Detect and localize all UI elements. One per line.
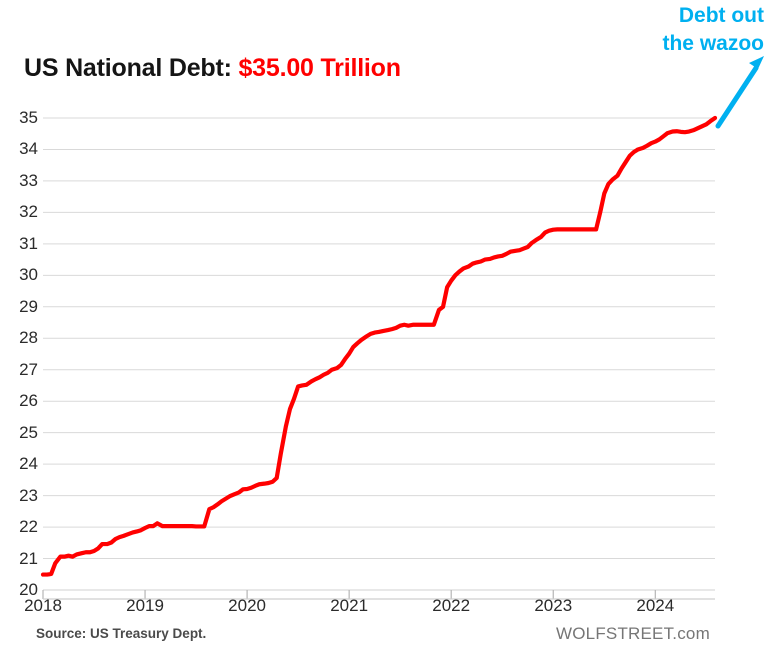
y-axis-tick-label: 31 — [19, 233, 38, 253]
brand-watermark: WOLFSTREET.com — [556, 624, 710, 643]
x-axis-tick-label: 2023 — [534, 596, 573, 615]
y-axis-tick-label: 34 — [19, 139, 38, 159]
up-right-arrow-icon — [715, 56, 764, 129]
x-axis-tick-label: 2020 — [228, 596, 267, 615]
debt-line-series — [40, 115, 718, 577]
x-axis-tick-label: 2021 — [330, 596, 369, 615]
y-axis-tick-label: 25 — [19, 422, 38, 442]
y-axis-tick-labels: 20 21 22 23 24 25 26 27 28 29 30 31 32 33 34 35 — [0, 0, 38, 655]
y-axis-tick-label: 28 — [19, 328, 38, 348]
y-axis-tick-label: 20 — [19, 580, 38, 599]
y-axis-tick-label: 21 — [19, 548, 38, 568]
y-axis-tick-label: 35 — [19, 108, 38, 127]
chart-title-value: $35.00 Trillion — [238, 54, 401, 82]
x-axis-tick-label: 2024 — [636, 596, 675, 615]
y-axis-tick-label: 27 — [19, 359, 38, 379]
y-axis-tick-label: 33 — [19, 170, 38, 190]
y-axis-tick-label: 22 — [19, 517, 38, 537]
annotation-debt-out-the-wazoo: Debt out the wazoo — [662, 4, 764, 55]
chart-title: US National Debt: $35.00 Trillion — [24, 54, 401, 83]
chart-title-label: US National Debt: — [24, 54, 239, 82]
y-axis-tick-label: 23 — [19, 485, 38, 505]
x-axis-tick-label: 2018 — [24, 596, 62, 615]
y-axis-tick-label: 32 — [19, 202, 38, 222]
x-axis-tick-label: 2022 — [432, 596, 471, 615]
x-axis-tick-label: 2019 — [126, 596, 164, 615]
source-note: Source: US Treasury Dept. — [36, 626, 207, 641]
y-axis-tick-label: 26 — [19, 391, 38, 411]
y-axis-tick-label: 30 — [19, 265, 38, 285]
gridlines — [43, 117, 715, 591]
y-axis-tick-label: 24 — [19, 454, 38, 474]
y-axis-tick-label: 29 — [19, 296, 38, 316]
axis-tick-marks — [42, 590, 715, 600]
